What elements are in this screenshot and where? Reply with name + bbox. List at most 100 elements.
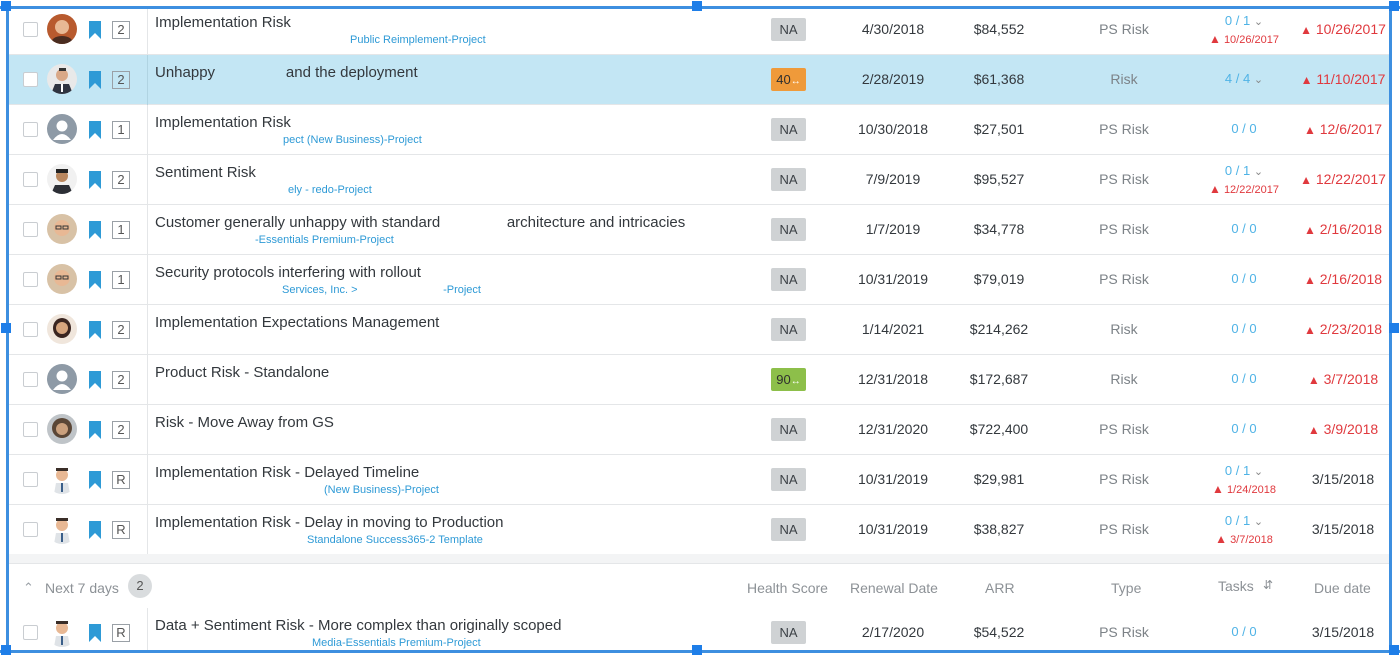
cta-title[interactable]: Implementation Risk bbox=[155, 14, 291, 31]
bookmark-icon[interactable] bbox=[89, 421, 101, 439]
tasks-progress[interactable]: 0 / 0 bbox=[1189, 221, 1299, 236]
table-row[interactable]: R Data + Sentiment Risk - More complex t… bbox=[9, 608, 1389, 651]
table-row[interactable]: 2 Implementation Expectations Management… bbox=[9, 305, 1389, 355]
column-header-arr[interactable]: ARR bbox=[985, 580, 1015, 596]
due-date-value: 2/23/2018 bbox=[1319, 321, 1383, 337]
health-score-badge: NA bbox=[771, 518, 806, 541]
table-row[interactable]: 2 Product Risk - Standalone 90↔ 12/31/20… bbox=[9, 355, 1389, 405]
row-checkbox[interactable] bbox=[23, 272, 38, 287]
row-checkbox[interactable] bbox=[23, 222, 38, 237]
bookmark-icon[interactable] bbox=[89, 221, 101, 239]
cta-title[interactable]: Data + Sentiment Risk - More complex tha… bbox=[155, 617, 562, 634]
bookmark-icon[interactable] bbox=[89, 71, 101, 89]
resize-handle[interactable] bbox=[692, 1, 702, 11]
resize-handle[interactable] bbox=[1389, 1, 1399, 11]
table-row[interactable]: 2 Sentiment Risk ely - redo-Project NA 7… bbox=[9, 155, 1389, 205]
row-checkbox[interactable] bbox=[23, 22, 38, 37]
tasks-progress[interactable]: 0 / 1 ⌄ bbox=[1189, 513, 1299, 528]
section-header-next-7-days[interactable]: ⌃ Next 7 days 2 Health Score Renewal Dat… bbox=[9, 563, 1389, 615]
row-checkbox[interactable] bbox=[23, 422, 38, 437]
cta-title[interactable]: Implementation Risk bbox=[155, 114, 291, 131]
cta-title[interactable]: Security protocols interfering with roll… bbox=[155, 264, 421, 281]
chevron-down-icon[interactable]: ⌄ bbox=[1253, 516, 1264, 528]
tasks-progress[interactable]: 0 / 0 bbox=[1189, 624, 1299, 639]
cta-title[interactable]: Unhappy and the deployment bbox=[155, 64, 418, 81]
bookmark-icon[interactable] bbox=[89, 624, 101, 642]
table-row[interactable]: 1 Implementation Risk pect (New Business… bbox=[9, 105, 1389, 155]
column-header-renewal-date[interactable]: Renewal Date bbox=[850, 580, 938, 596]
table-row[interactable]: 2 Implementation Risk Public Reimplement… bbox=[9, 6, 1389, 55]
cta-title[interactable]: Sentiment Risk bbox=[155, 164, 256, 181]
row-checkbox[interactable] bbox=[23, 522, 38, 537]
tasks-progress[interactable]: 4 / 4 ⌄ bbox=[1189, 71, 1299, 86]
chevron-down-icon[interactable]: ⌄ bbox=[1253, 74, 1264, 86]
resize-handle[interactable] bbox=[1, 1, 11, 11]
row-checkbox[interactable] bbox=[23, 122, 38, 137]
resize-handle[interactable] bbox=[692, 645, 702, 655]
row-checkbox[interactable] bbox=[23, 625, 38, 640]
renewal-date: 4/30/2018 bbox=[861, 21, 925, 37]
tasks-progress[interactable]: 0 / 0 bbox=[1189, 121, 1299, 136]
bookmark-icon[interactable] bbox=[89, 471, 101, 489]
project-link[interactable]: Media-Essentials Premium-Project bbox=[312, 637, 481, 649]
cta-title[interactable]: Implementation Expectations Management bbox=[155, 314, 440, 331]
cta-title[interactable]: Product Risk - Standalone bbox=[155, 364, 330, 381]
column-header-health-score[interactable]: Health Score bbox=[747, 580, 828, 596]
cta-title[interactable]: Risk - Move Away from GS bbox=[155, 414, 334, 431]
bookmark-icon[interactable] bbox=[89, 321, 101, 339]
project-link[interactable]: (New Business)-Project bbox=[324, 484, 439, 496]
project-link[interactable]: Standalone Success365-2 Template bbox=[307, 534, 483, 546]
row-checkbox[interactable] bbox=[23, 172, 38, 187]
project-link[interactable]: -Essentials Premium-Project bbox=[255, 234, 394, 246]
bookmark-icon[interactable] bbox=[89, 171, 101, 189]
tasks-progress[interactable]: 0 / 0 bbox=[1189, 371, 1299, 386]
table-row[interactable]: 1 Customer generally unhappy with standa… bbox=[9, 205, 1389, 255]
bookmark-icon[interactable] bbox=[89, 121, 101, 139]
resize-handle[interactable] bbox=[1, 323, 11, 333]
bookmark-icon[interactable] bbox=[89, 271, 101, 289]
tasks-progress[interactable]: 0 / 1 ⌄ bbox=[1189, 463, 1299, 478]
chevron-down-icon[interactable]: ⌄ bbox=[1253, 466, 1264, 478]
table-row[interactable]: R Implementation Risk - Delay in moving … bbox=[9, 505, 1389, 555]
tasks-progress[interactable]: 0 / 0 bbox=[1189, 321, 1299, 336]
column-header-tasks[interactable]: Tasks bbox=[1218, 578, 1254, 594]
table-row[interactable]: 1 Security protocols interfering with ro… bbox=[9, 255, 1389, 305]
health-score-badge: NA bbox=[771, 468, 806, 491]
task-due-date: ▲ 10/26/2017 bbox=[1189, 32, 1299, 46]
bookmark-icon[interactable] bbox=[89, 21, 101, 39]
bookmark-icon[interactable] bbox=[89, 371, 101, 389]
project-link[interactable]: Services, Inc. > -Project bbox=[282, 284, 481, 296]
tasks-progress[interactable]: 0 / 0 bbox=[1189, 271, 1299, 286]
resize-handle[interactable] bbox=[1, 645, 11, 655]
row-checkbox[interactable] bbox=[23, 472, 38, 487]
chevron-up-icon[interactable]: ⌃ bbox=[23, 580, 34, 595]
resize-handle[interactable] bbox=[1389, 645, 1399, 655]
cta-title[interactable]: Customer generally unhappy with standard… bbox=[155, 214, 686, 231]
project-link[interactable]: pect (New Business)-Project bbox=[283, 134, 422, 146]
chevron-down-icon[interactable]: ⌄ bbox=[1253, 16, 1264, 28]
tasks-progress[interactable]: 0 / 0 bbox=[1189, 421, 1299, 436]
chevron-down-icon[interactable]: ⌄ bbox=[1253, 166, 1264, 178]
cta-title[interactable]: Implementation Risk - Delay in moving to… bbox=[155, 514, 504, 531]
column-header-type[interactable]: Type bbox=[1111, 580, 1142, 596]
warning-icon: ▲ bbox=[1300, 73, 1313, 87]
row-checkbox[interactable] bbox=[23, 72, 38, 87]
resize-handle[interactable] bbox=[1389, 323, 1399, 333]
project-link[interactable]: Public Reimplement-Project bbox=[350, 34, 486, 46]
priority-badge: 1 bbox=[112, 221, 130, 239]
row-checkbox[interactable] bbox=[23, 372, 38, 387]
row-checkbox[interactable] bbox=[23, 322, 38, 337]
due-date-value: 3/7/2018 bbox=[1323, 371, 1379, 387]
table-row[interactable]: 2 Risk - Move Away from GS NA 12/31/2020… bbox=[9, 405, 1389, 455]
bookmark-icon[interactable] bbox=[89, 521, 101, 539]
cta-title[interactable]: Implementation Risk - Delayed Timeline bbox=[155, 464, 420, 481]
sort-icon[interactable]: ⇵ bbox=[1263, 578, 1274, 592]
tasks-progress[interactable]: 0 / 1 ⌄ bbox=[1189, 163, 1299, 178]
task-due-date-value: 3/7/2018 bbox=[1230, 534, 1273, 546]
column-header-due-date[interactable]: Due date bbox=[1314, 580, 1371, 596]
table-row[interactable]: R Implementation Risk - Delayed Timeline… bbox=[9, 455, 1389, 505]
project-link[interactable]: ely - redo-Project bbox=[288, 184, 372, 196]
tasks-progress[interactable]: 0 / 1 ⌄ bbox=[1189, 13, 1299, 28]
warning-icon: ▲ bbox=[1215, 532, 1227, 546]
table-row[interactable]: 2 Unhappy and the deployment 40↔ 2/28/20… bbox=[9, 55, 1389, 105]
